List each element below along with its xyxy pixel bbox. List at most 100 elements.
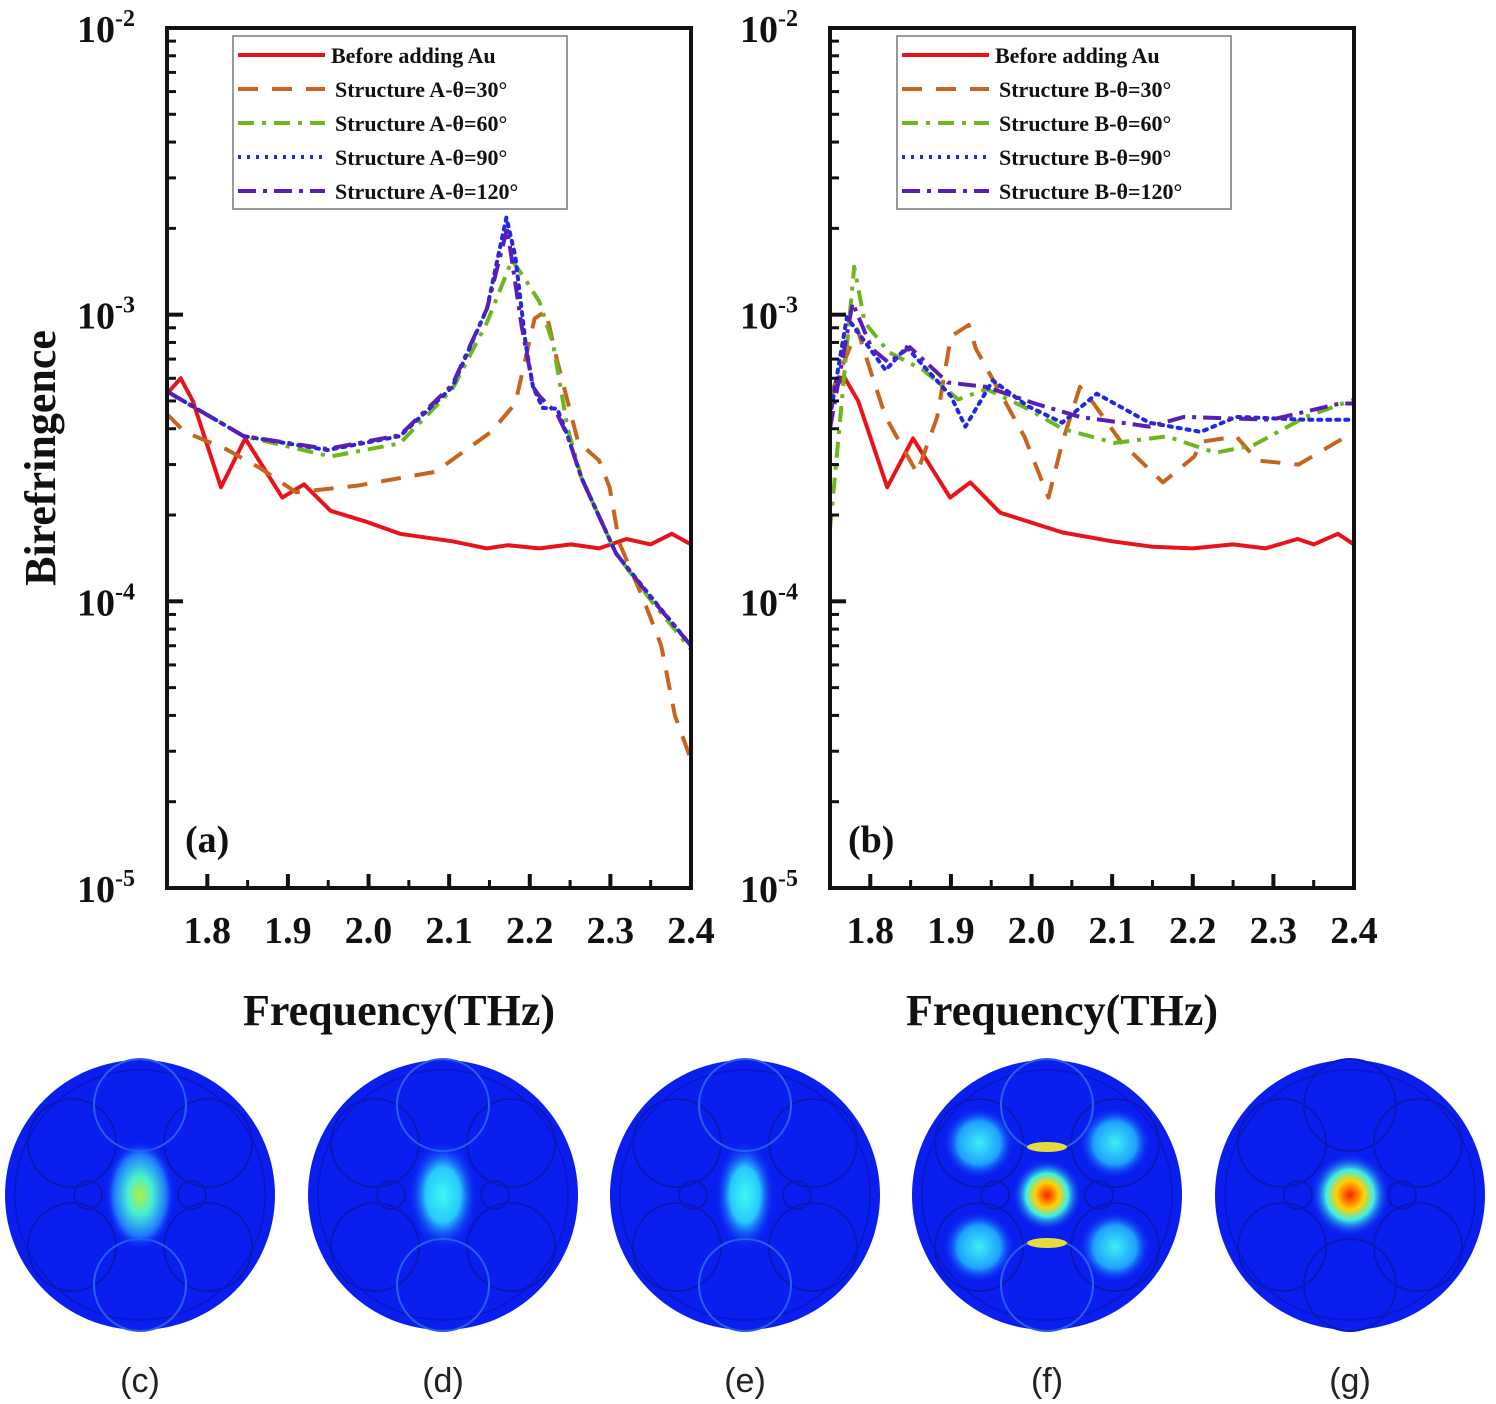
legend-label-0: Before adding Au xyxy=(331,43,496,68)
y-tick-exponent: -2 xyxy=(778,6,798,32)
small-hole xyxy=(678,1180,708,1210)
series-line-1 xyxy=(167,309,691,761)
legend: Before adding Au Structure B-θ=30° Structu… xyxy=(896,35,1232,210)
side-lobe xyxy=(943,1107,1015,1179)
air-hole xyxy=(768,1202,858,1292)
x-tick-label: 2.3 xyxy=(1250,910,1298,952)
core-mode xyxy=(1310,1153,1390,1237)
y-tick-base: 10 xyxy=(740,9,778,51)
side-lobe xyxy=(1079,1107,1151,1179)
legend-label-3: Structure A-θ=90° xyxy=(335,145,507,170)
field-map-d: (d) xyxy=(308,1058,578,1400)
air-hole xyxy=(934,1202,1024,1292)
x-tick-label: 1.9 xyxy=(264,910,312,952)
series-line-4 xyxy=(167,226,691,647)
y-axis-label: Birefringence xyxy=(16,330,65,586)
small-hole xyxy=(980,1180,1010,1210)
air-hole xyxy=(163,1098,253,1188)
y-tick-base: 10 xyxy=(77,582,115,624)
x-tick-label: 2.4 xyxy=(1330,910,1378,952)
air-hole xyxy=(934,1098,1024,1188)
cladding-ring xyxy=(921,1069,1173,1321)
cladding-ring xyxy=(619,1069,871,1321)
mode-fringe xyxy=(1027,1238,1067,1248)
y-tick-label: 10-4 xyxy=(77,579,135,624)
air-hole xyxy=(330,1202,420,1292)
y-tick-exponent: -5 xyxy=(778,866,798,892)
field-map-e: (e) xyxy=(610,1058,880,1400)
air-hole xyxy=(466,1202,556,1292)
x-tick-label: 2.2 xyxy=(506,910,554,952)
gold-coated-hole xyxy=(1303,1058,1397,1152)
field-map-f: (f) xyxy=(912,1058,1182,1400)
cladding-ring xyxy=(1224,1069,1476,1321)
air-hole xyxy=(1237,1098,1327,1188)
y-tick-exponent: -2 xyxy=(115,6,135,32)
y-tick-exponent: -5 xyxy=(115,866,135,892)
core-mode xyxy=(715,1140,775,1250)
panel-label: (b) xyxy=(848,819,894,861)
series-line-0 xyxy=(830,374,1354,551)
air-hole xyxy=(27,1202,117,1292)
x-tick-label: 1.9 xyxy=(927,910,975,952)
small-hole xyxy=(177,1180,207,1210)
y-tick-label: 10-2 xyxy=(77,6,135,51)
y-tick-exponent: -3 xyxy=(778,293,798,319)
legend-label-2: Structure A-θ=60° xyxy=(335,111,507,136)
chart-panel-a: 10-210-310-410-51.8 1.9 2.0 2.1 2.2 2.3 2.4Fre… xyxy=(16,6,715,1035)
series-line-1 xyxy=(830,323,1354,500)
panel-label: (a) xyxy=(185,819,229,861)
small-hole xyxy=(376,1180,406,1210)
x-tick-label: 2.3 xyxy=(587,910,635,952)
y-tick-label: 10-4 xyxy=(740,579,798,624)
small-hole xyxy=(782,1180,812,1210)
y-tick-label: 10-2 xyxy=(740,6,798,51)
x-axis-label: Frequency(THz) xyxy=(906,986,1218,1035)
gold-coated-hole xyxy=(1303,1238,1397,1332)
air-hole xyxy=(1070,1202,1160,1292)
y-tick-base: 10 xyxy=(740,869,778,911)
x-tick-label: 2.0 xyxy=(345,910,393,952)
y-tick-exponent: -4 xyxy=(115,579,135,605)
series-line-4 xyxy=(830,300,1354,430)
y-tick-base: 10 xyxy=(77,9,115,51)
series-line-3 xyxy=(167,215,691,648)
x-axis-label: Frequency(THz) xyxy=(243,986,555,1035)
air-hole xyxy=(27,1098,117,1188)
legend-label-4: Structure B-θ=120° xyxy=(999,179,1182,204)
cladding-ring xyxy=(14,1069,266,1321)
y-tick-base: 10 xyxy=(77,296,115,338)
subfigure-label: (f) xyxy=(1031,1362,1063,1400)
series-line-2 xyxy=(830,264,1354,530)
mode-fringe xyxy=(1027,1142,1067,1152)
x-tick-label: 2.1 xyxy=(425,910,473,952)
x-tick-label: 2.4 xyxy=(667,910,715,952)
legend-label-1: Structure A-θ=30° xyxy=(335,77,507,102)
series-line-3 xyxy=(830,315,1354,434)
x-tick-label: 2.2 xyxy=(1169,910,1217,952)
air-hole xyxy=(632,1098,722,1188)
air-hole xyxy=(330,1098,420,1188)
air-hole xyxy=(632,1202,722,1292)
y-tick-exponent: -4 xyxy=(778,579,798,605)
air-hole xyxy=(1237,1202,1327,1292)
small-hole xyxy=(480,1180,510,1210)
legend-label-0: Before adding Au xyxy=(995,43,1160,68)
y-tick-base: 10 xyxy=(740,296,778,338)
air-hole xyxy=(466,1098,556,1188)
air-hole xyxy=(163,1202,253,1292)
y-tick-base: 10 xyxy=(77,869,115,911)
x-tick-label: 1.8 xyxy=(184,910,232,952)
small-hole xyxy=(73,1180,103,1210)
legend-label-1: Structure B-θ=30° xyxy=(999,77,1171,102)
plot-frame xyxy=(828,26,1356,890)
x-tick-label: 2.1 xyxy=(1088,910,1136,952)
series-line-2 xyxy=(167,258,691,651)
subfigure-label: (c) xyxy=(120,1362,160,1400)
y-tick-exponent: -3 xyxy=(115,293,135,319)
plot-frame xyxy=(165,26,693,890)
x-tick-label: 1.8 xyxy=(847,910,895,952)
legend: Before adding Au Structure A-θ=30° Structu… xyxy=(232,35,568,210)
y-tick-label: 10-5 xyxy=(740,866,798,911)
